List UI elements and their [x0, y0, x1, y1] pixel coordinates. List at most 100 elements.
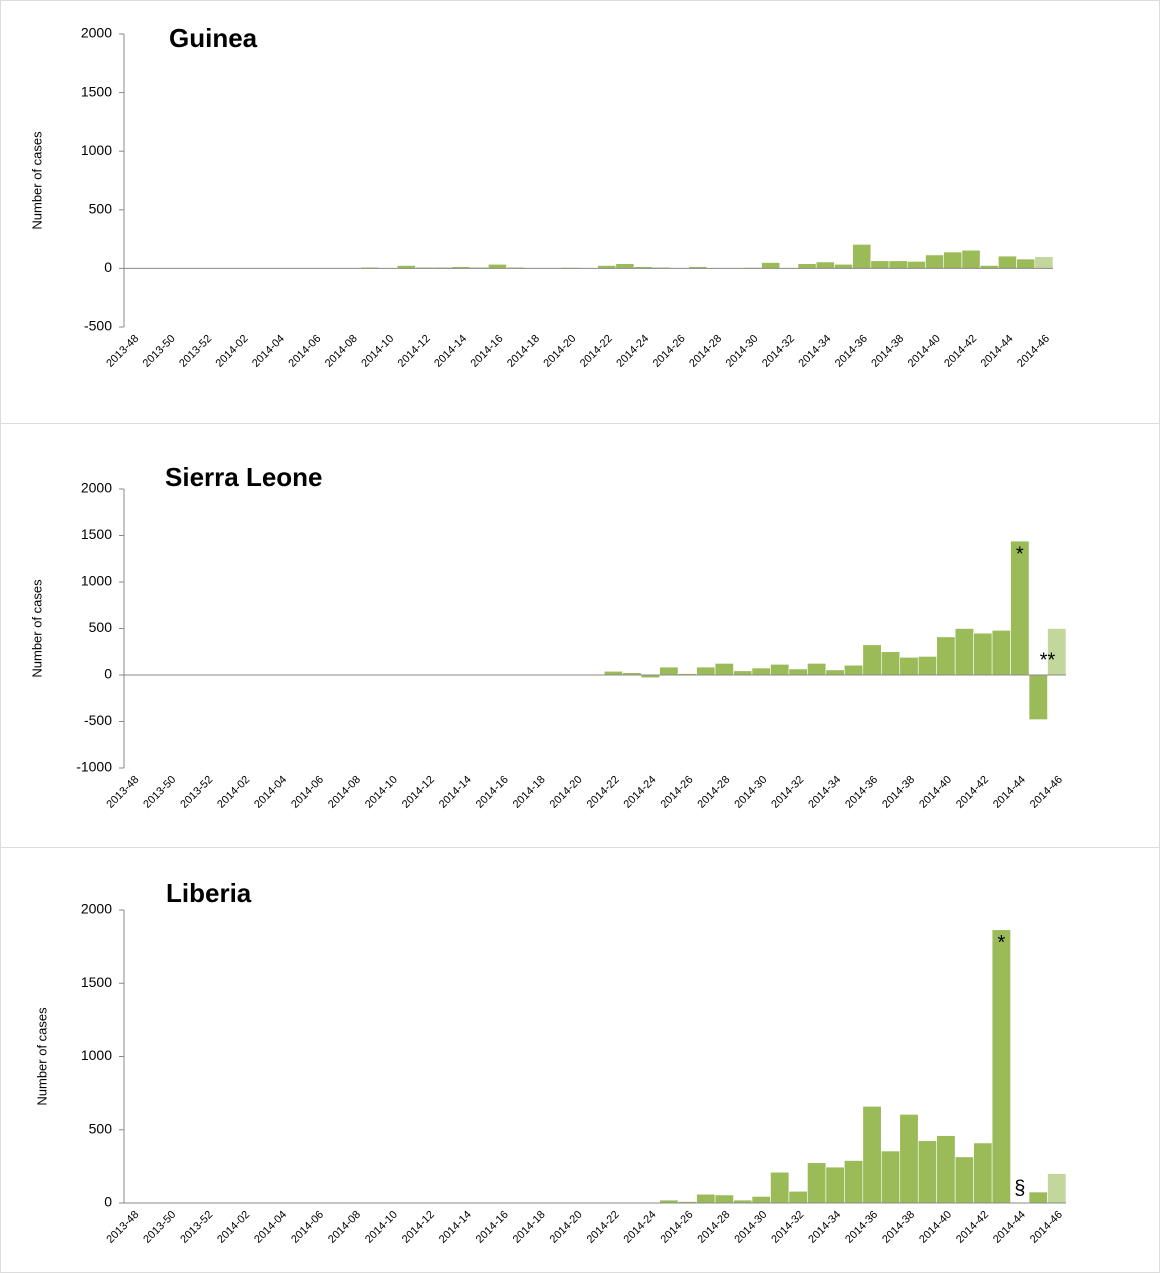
y-tick-label: 500 [89, 201, 113, 217]
x-tick-label: 2014-10 [363, 1209, 400, 1246]
x-tick-label: 2014-32 [769, 1209, 806, 1246]
x-tick-label: 2014-04 [250, 333, 287, 370]
bar [862, 1106, 882, 1204]
y-tick-label: 1500 [81, 974, 112, 990]
x-tick-label: 2014-16 [474, 774, 511, 811]
annotation: § [1014, 1177, 1025, 1199]
y-tick-label: -1000 [76, 759, 112, 775]
bar [834, 263, 853, 269]
bar [761, 262, 781, 269]
x-tick-label: 2014-08 [326, 1209, 363, 1246]
y-tick-label: 0 [104, 1194, 112, 1210]
x-tick-label: 2014-18 [511, 774, 548, 811]
x-tick-label: 2013-52 [178, 1209, 215, 1246]
bar [899, 657, 919, 676]
bar [906, 261, 926, 269]
bar [899, 1114, 919, 1204]
bar [1016, 258, 1036, 269]
x-tick-label: 2013-48 [104, 774, 141, 811]
x-tick-label: 2014-46 [1028, 1209, 1065, 1246]
x-tick-label: 2013-48 [104, 333, 141, 370]
bar [973, 632, 993, 676]
bar [998, 255, 1017, 269]
bar [870, 260, 890, 269]
bar [943, 251, 963, 269]
bar [862, 644, 882, 676]
x-tick-label: 2014-02 [215, 774, 252, 811]
bar [797, 263, 817, 269]
bar [815, 261, 835, 269]
x-tick-label: 2014-12 [396, 333, 433, 370]
x-tick-label: 2014-22 [585, 774, 622, 811]
x-tick-label: 2014-18 [511, 1209, 548, 1246]
x-tick-label: 2014-10 [363, 774, 400, 811]
x-tick-label: 2014-30 [732, 774, 769, 811]
bar [973, 1142, 993, 1204]
chart-title: Guinea [169, 23, 258, 53]
bar [1034, 256, 1054, 269]
x-tick-label: 2013-50 [141, 1209, 178, 1246]
x-tick-label: 2014-14 [437, 1209, 474, 1246]
x-tick-label: 2014-42 [954, 774, 991, 811]
x-tick-label: 2014-36 [843, 1209, 880, 1246]
bar [844, 664, 864, 676]
x-tick-label: 2014-14 [437, 774, 474, 811]
bar [788, 668, 808, 676]
bar [917, 656, 938, 676]
x-tick-label: 2014-24 [622, 1209, 659, 1246]
x-tick-label: 2014-34 [806, 1209, 843, 1246]
x-tick-label: 2014-30 [724, 333, 761, 370]
chart-title: Sierra Leone [165, 462, 323, 492]
chart: Liberia Number of cases 0 500 1000 1500 2000 20… [34, 878, 1067, 1246]
bar [751, 667, 771, 676]
bar [825, 669, 845, 676]
x-tick-label: 2014-16 [474, 1209, 511, 1246]
x-tick-label: 2014-16 [469, 333, 506, 370]
x-tick-label: 2014-24 [614, 333, 651, 370]
x-tick-label: 2014-24 [622, 774, 659, 811]
x-tick-label: 2014-02 [215, 1209, 252, 1246]
chart: Sierra Leone Number of cases -1000 -500 0 500… [29, 462, 1067, 811]
bar [1028, 1191, 1048, 1204]
x-tick-label: 2014-04 [252, 774, 289, 811]
bar [488, 263, 507, 269]
bar [696, 1193, 716, 1204]
x-tick-label: 2014-18 [505, 333, 542, 370]
chart-title: Liberia [166, 878, 252, 908]
x-tick-label: 2014-28 [695, 1209, 732, 1246]
bar [807, 1162, 827, 1204]
x-tick-label: 2014-22 [585, 1209, 622, 1246]
bar [714, 663, 734, 676]
bar [770, 664, 790, 676]
x-tick-label: 2014-44 [979, 333, 1016, 370]
y-tick-label: 2000 [81, 25, 112, 41]
bar [714, 1194, 734, 1204]
bar [880, 1150, 901, 1204]
x-tick-label: 2014-20 [548, 774, 585, 811]
x-tick-label: 2014-26 [658, 774, 695, 811]
bar [852, 244, 872, 269]
y-tick-label: 1000 [81, 573, 112, 589]
y-tick-label: -500 [84, 712, 112, 728]
bar [751, 1196, 771, 1204]
bar [961, 249, 981, 269]
x-tick-label: 2014-36 [833, 333, 870, 370]
bar [770, 1171, 790, 1204]
bar [825, 1166, 845, 1204]
x-tick-label: 2014-26 [651, 333, 688, 370]
x-tick-label: 2014-08 [323, 333, 360, 370]
bar [603, 670, 624, 676]
y-tick-label: -500 [84, 318, 112, 334]
x-tick-label: 2014-40 [906, 333, 943, 370]
x-tick-label: 2014-46 [1028, 774, 1065, 811]
bar [925, 254, 945, 269]
x-tick-label: 2013-50 [141, 333, 178, 370]
x-tick-label: 2014-42 [954, 1209, 991, 1246]
x-tick-label: 2014-08 [326, 774, 363, 811]
annotation: * [997, 932, 1005, 954]
bar [844, 1160, 864, 1204]
y-tick-label: 500 [89, 619, 113, 635]
y-tick-label: 0 [104, 666, 112, 682]
bar [954, 1156, 974, 1204]
